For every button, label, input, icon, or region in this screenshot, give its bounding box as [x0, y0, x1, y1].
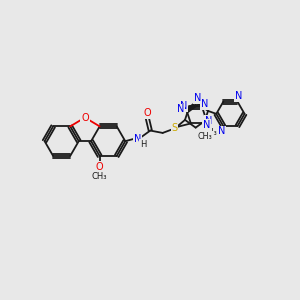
- Text: N: N: [205, 116, 212, 126]
- Text: CH₃: CH₃: [198, 132, 212, 141]
- Text: H: H: [140, 140, 146, 148]
- Text: N: N: [201, 99, 208, 110]
- Text: O: O: [96, 162, 104, 172]
- Text: CH₃: CH₃: [92, 172, 107, 181]
- Text: O: O: [81, 112, 89, 122]
- Text: N: N: [180, 101, 188, 111]
- Text: N: N: [194, 93, 201, 103]
- Text: O: O: [143, 108, 151, 118]
- Text: N: N: [177, 104, 184, 114]
- Text: S: S: [171, 123, 178, 133]
- Text: N: N: [203, 120, 210, 130]
- Text: N: N: [218, 126, 226, 136]
- Text: N: N: [134, 134, 142, 144]
- Text: CH₃: CH₃: [202, 128, 217, 137]
- Bar: [171, 94, 224, 138]
- Text: N: N: [235, 91, 243, 101]
